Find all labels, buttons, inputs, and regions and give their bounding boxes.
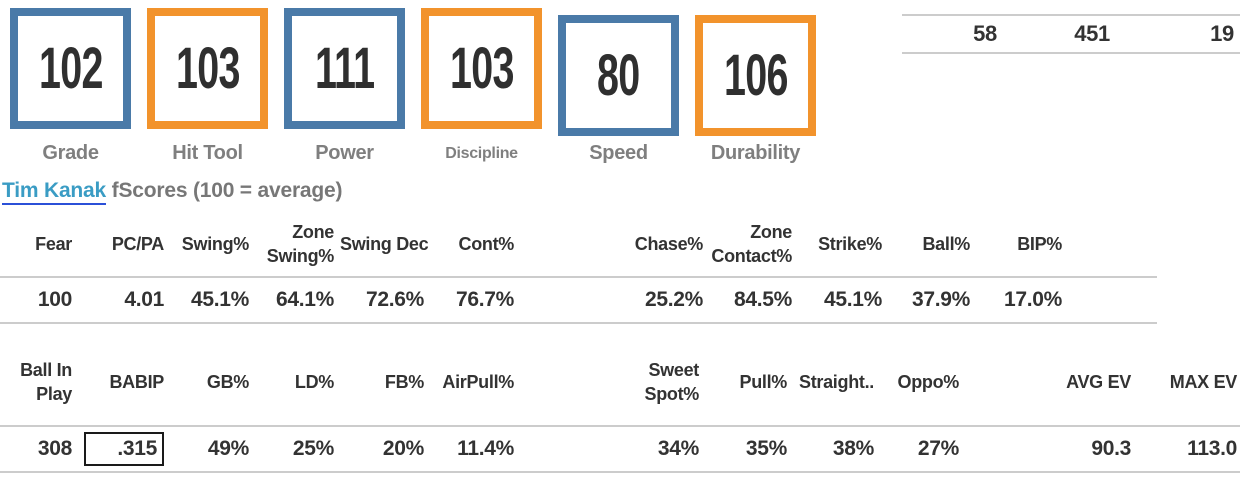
scorecard-hit-tool-label: Hit Tool [172, 142, 243, 164]
scorecard-discipline-box: 103 [421, 8, 542, 129]
value-cont-pct: 76.7% [427, 276, 517, 324]
scorecard-grade-box: 102 [10, 8, 131, 129]
value-pull-pct: 35% [702, 425, 790, 473]
spacer-cell [517, 276, 609, 324]
value-ball-pct: 37.9% [885, 276, 973, 324]
scorecard-speed-box: 80 [558, 15, 679, 136]
header-chase-pct: Chase% [634, 233, 704, 254]
fscores-title: Tim Kanak fScores (100 = average) [2, 179, 1240, 205]
header-gb-pct: GB% [206, 371, 249, 392]
header-oppo-pct: Oppo% [897, 371, 960, 392]
value-oppo-pct: 27% [877, 425, 962, 473]
header-pc-pa: PC/PA [111, 233, 164, 254]
scorecard-power-label: Power [315, 142, 374, 164]
value-fear: 100 [0, 276, 75, 324]
scorecard-power-box: 111 [284, 8, 405, 129]
value-avg-ev: 90.3 [962, 425, 1134, 473]
header-zone-swing-pct: Zone Swing% [266, 222, 335, 266]
scorecard-speed-value: 80 [597, 43, 640, 108]
header-swing-dec: Swing Dec [340, 233, 429, 254]
value-ld-pct: 25% [252, 425, 337, 473]
value-babip-cell: .315 [75, 425, 167, 473]
scorecards-row: 102 Grade 103 Hit Tool 111 Power 103 Dis… [0, 0, 1240, 165]
value-swing-dec: 72.6% [337, 276, 427, 324]
scorecard-discipline: 103 Discipline [421, 8, 542, 165]
fscores-value-row: 100 4.01 45.1% 64.1% 72.6% 76.7% 25.2% 8… [0, 276, 1157, 324]
scorecard-power-value: 111 [314, 36, 375, 101]
value-strike-pct: 45.1% [795, 276, 885, 324]
spacer-cell [517, 340, 609, 426]
spacer-cell [1065, 276, 1157, 324]
scorecard-speed: 80 Speed [558, 8, 679, 165]
fscores-header-row: Fear PC/PA Swing% Zone Swing% Swing Dec … [0, 213, 1157, 277]
header-cont-pct: Cont% [458, 233, 515, 254]
fscores-table: Fear PC/PA Swing% Zone Swing% Swing Dec … [0, 213, 1157, 324]
value-airpull-pct: 11.4% [427, 425, 517, 473]
header-ball-in-play: Ball In Play [20, 360, 72, 404]
partial-stats-row: 58 451 19 [902, 14, 1240, 54]
value-sweet-spot-pct: 34% [609, 425, 702, 473]
header-airpull-pct: AirPull% [442, 371, 514, 392]
value-ball-in-play: 308 [0, 425, 75, 473]
header-max-ev: MAX EV [1169, 371, 1238, 392]
scorecard-discipline-label: Discipline [445, 145, 518, 162]
ball-in-play-table: Ball In Play BABIP GB% LD% FB% AirPull% … [0, 340, 1240, 473]
scorecard-durability-label: Durability [710, 142, 801, 164]
value-fb-pct: 20% [337, 425, 427, 473]
header-straight: Straight.. [798, 371, 874, 392]
scorecard-grade-value: 102 [38, 36, 103, 101]
partial-stat-value: 58 [973, 21, 997, 46]
player-link[interactable]: Tim Kanak [2, 179, 106, 205]
spacer-cell [517, 425, 609, 473]
partial-stat-value: 451 [1074, 21, 1110, 46]
value-zone-swing-pct: 64.1% [252, 276, 337, 324]
spacer-cell [1065, 213, 1157, 277]
value-straight-pct: 38% [790, 425, 877, 473]
header-swing-pct: Swing% [181, 233, 250, 254]
scorecard-power: 111 Power [284, 8, 405, 165]
header-ld-pct: LD% [294, 371, 334, 392]
value-zone-contact-pct: 84.5% [706, 276, 795, 324]
value-max-ev: 113.0 [1134, 425, 1240, 473]
header-sweet-spot-pct: Sweet Spot% [644, 360, 700, 404]
value-gb-pct: 49% [167, 425, 252, 473]
value-chase-pct: 25.2% [609, 276, 706, 324]
header-bip-pct: BIP% [1017, 233, 1062, 254]
header-fear: Fear [35, 233, 72, 254]
scorecard-grade-label: Grade [42, 142, 99, 164]
value-bip-pct: 17.0% [973, 276, 1065, 324]
scorecard-speed-label: Speed [589, 142, 648, 164]
bip-value-row: 308 .315 49% 25% 20% 11.4% 34% 35% 38% 2… [0, 425, 1240, 473]
value-swing-pct: 45.1% [167, 276, 252, 324]
header-strike-pct: Strike% [818, 233, 882, 254]
scorecard-durability-box: 106 [695, 15, 816, 136]
scorecard-hit-tool-value: 103 [175, 36, 240, 101]
scorecard-durability-value: 106 [723, 43, 788, 108]
value-babip-selected[interactable]: .315 [84, 432, 164, 466]
header-pull-pct: Pull% [739, 371, 787, 392]
scorecard-hit-tool-box: 103 [147, 8, 268, 129]
header-zone-contact-pct: Zone Contact% [711, 222, 792, 266]
value-pc-pa: 4.01 [75, 276, 167, 324]
header-fb-pct: FB% [384, 371, 424, 392]
fscores-title-suffix: fScores (100 = average) [106, 179, 343, 202]
scorecard-durability: 106 Durability [695, 8, 816, 165]
header-ball-pct: Ball% [922, 233, 970, 254]
partial-stat-value: 19 [1210, 21, 1234, 46]
header-babip: BABIP [109, 371, 164, 392]
header-avg-ev: AVG EV [1066, 371, 1131, 392]
scorecard-hit-tool: 103 Hit Tool [147, 8, 268, 165]
scorecard-grade: 102 Grade [10, 8, 131, 165]
spacer-cell [517, 213, 609, 277]
bip-header-row: Ball In Play BABIP GB% LD% FB% AirPull% … [0, 340, 1240, 426]
scorecard-discipline-value: 103 [449, 36, 514, 101]
